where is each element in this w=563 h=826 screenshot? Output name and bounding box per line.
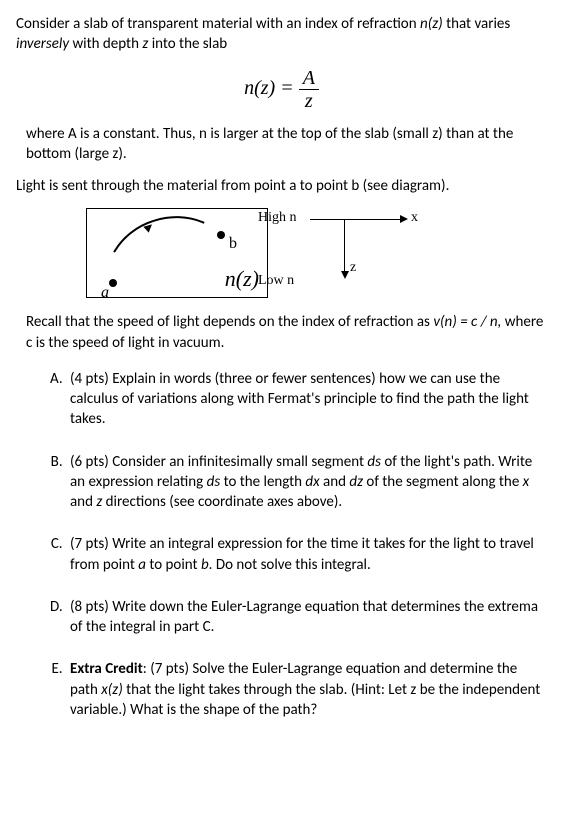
- inversely: inversely: [16, 35, 69, 53]
- b: b: [201, 556, 209, 574]
- ds: ds: [367, 453, 381, 471]
- text: Consider a slab of transparent material …: [16, 15, 420, 33]
- fraction: A z: [299, 67, 319, 112]
- nz-label: n(z): [225, 264, 259, 294]
- intro-p2: where A is a constant. Thus, n is larger…: [26, 124, 547, 165]
- z-label: z: [350, 259, 356, 278]
- high-n-label: High n: [258, 209, 297, 228]
- text: into the slab: [148, 35, 227, 53]
- dx: dx: [305, 473, 319, 491]
- question-D: (8 pts) Write down the Euler-Lagrange eq…: [66, 597, 547, 638]
- pts: (6 pts): [70, 453, 112, 471]
- slab-diagram: a b n(z): [86, 208, 268, 298]
- t: of the segment along the: [363, 473, 523, 491]
- question-E: Extra Credit: (7 pts) Solve the Euler-La…: [66, 659, 547, 720]
- question-list: (4 pts) Explain in words (three or fewer…: [24, 369, 547, 720]
- ds: ds: [207, 473, 221, 491]
- t: . Do not solve this integral.: [209, 556, 371, 574]
- z-axis: [344, 219, 345, 277]
- pts: (7 pts): [70, 535, 112, 553]
- text: Explain in words (three or fewer sentenc…: [70, 370, 529, 429]
- axes-diagram: High n Low n x z: [296, 209, 416, 297]
- lhs: n(z) =: [244, 77, 299, 99]
- pts: (8 pts): [70, 598, 112, 616]
- dz: dz: [349, 473, 363, 491]
- t: and: [70, 493, 96, 511]
- point-a-label: a: [101, 282, 109, 304]
- text: Write down the Euler-Lagrange equation t…: [70, 598, 538, 636]
- pts: : (7 pts): [143, 660, 193, 678]
- recall-para: Recall that the speed of light depends o…: [26, 312, 547, 353]
- t: to the length: [220, 473, 305, 491]
- question-C: (7 pts) Write an integral expression for…: [66, 534, 547, 575]
- intro-p1: Consider a slab of transparent material …: [16, 14, 547, 55]
- text: with depth: [69, 35, 142, 53]
- nz: n(z): [420, 15, 443, 33]
- low-n-label: Low n: [258, 272, 294, 291]
- t: Consider an infinitesimally small segmen…: [112, 453, 367, 471]
- a: a: [138, 556, 146, 574]
- t: and: [320, 473, 350, 491]
- formula: n(z) = A z: [16, 67, 547, 112]
- t: to point: [146, 556, 201, 574]
- denominator: z: [299, 90, 319, 112]
- xz: x(z): [101, 681, 123, 699]
- t: that the light takes through the slab. (…: [70, 681, 540, 719]
- eq: v(n) = c / n,: [433, 313, 501, 331]
- point-b-label: b: [229, 233, 237, 255]
- t: directions (see coordinate axes above).: [102, 493, 342, 511]
- text: that varies: [443, 15, 511, 33]
- text: Recall that the speed of light depends o…: [26, 313, 433, 331]
- x-label: x: [411, 209, 418, 228]
- intro-p3: Light is sent through the material from …: [16, 176, 547, 196]
- extra-credit: Extra Credit: [70, 660, 143, 678]
- question-A: (4 pts) Explain in words (three or fewer…: [66, 369, 547, 430]
- question-B: (6 pts) Consider an infinitesimally smal…: [66, 452, 547, 513]
- pts: (4 pts): [70, 370, 112, 388]
- x: x: [523, 473, 530, 491]
- x-axis: [310, 219, 406, 220]
- numerator: A: [299, 67, 319, 90]
- diagram-row: a b n(z) High n Low n x z: [86, 208, 547, 298]
